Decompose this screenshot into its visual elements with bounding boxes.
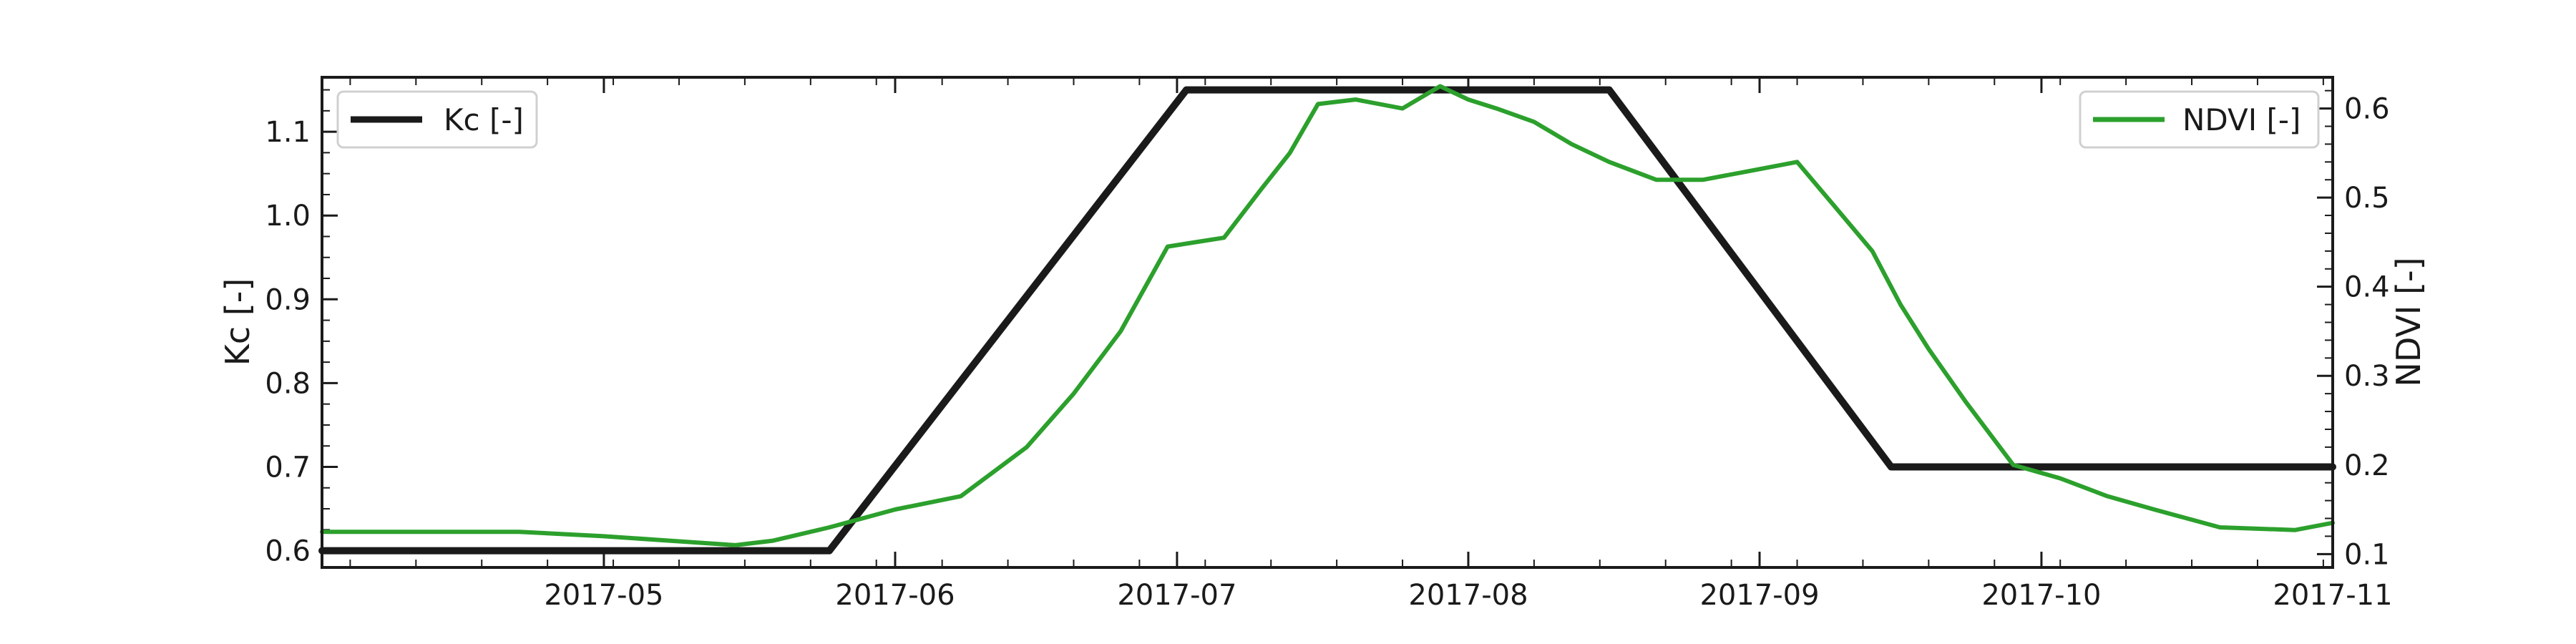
lines-layer bbox=[318, 84, 2336, 555]
legend-kc-label: Kc [-] bbox=[444, 102, 524, 137]
left-tick-label: 0.6 bbox=[265, 535, 311, 568]
left-axis-label: Kc [-] bbox=[218, 278, 257, 366]
x-tick-label: 2017-08 bbox=[1408, 579, 1528, 612]
plot-frame bbox=[321, 76, 2334, 569]
left-tick-label: 0.8 bbox=[265, 367, 311, 400]
x-tick-label: 2017-07 bbox=[1117, 579, 1236, 612]
legend-ndvi-label: NDVI [-] bbox=[2182, 102, 2301, 137]
kc-series-line bbox=[318, 86, 2336, 555]
legend-ndvi-box bbox=[2079, 90, 2320, 149]
x-tick-label: 2017-10 bbox=[1981, 579, 2101, 612]
right-tick-label: 0.1 bbox=[2344, 538, 2390, 571]
legend-kc-box bbox=[336, 90, 538, 149]
ticks-layer bbox=[322, 77, 2334, 567]
ndvi-series-line bbox=[320, 84, 2335, 547]
left-tick-label: 1.1 bbox=[265, 116, 311, 149]
right-tick-label: 0.3 bbox=[2344, 360, 2390, 393]
x-tick-label: 2017-05 bbox=[544, 579, 663, 612]
left-tick-label: 0.9 bbox=[265, 283, 311, 316]
right-tick-label: 0.2 bbox=[2344, 449, 2390, 482]
left-tick-label: 1.0 bbox=[265, 200, 311, 233]
x-tick-label: 2017-06 bbox=[835, 579, 955, 612]
right-tick-label: 0.6 bbox=[2344, 93, 2390, 126]
right-axis-label: NDVI [-] bbox=[2389, 257, 2428, 386]
right-tick-label: 0.4 bbox=[2344, 271, 2390, 304]
x-tick-label: 2017-09 bbox=[1699, 579, 1819, 612]
legend-kc: Kc [-] bbox=[336, 90, 538, 149]
legend-ndvi: NDVI [-] bbox=[2079, 90, 2320, 149]
x-tick-label: 2017-11 bbox=[2273, 579, 2392, 612]
left-tick-label: 0.7 bbox=[265, 451, 311, 484]
tick-labels-layer: 2017-05 2017-06 2017-07 2017-08 2017-09 2017-… bbox=[265, 93, 2392, 612]
right-tick-label: 0.5 bbox=[2344, 182, 2390, 215]
